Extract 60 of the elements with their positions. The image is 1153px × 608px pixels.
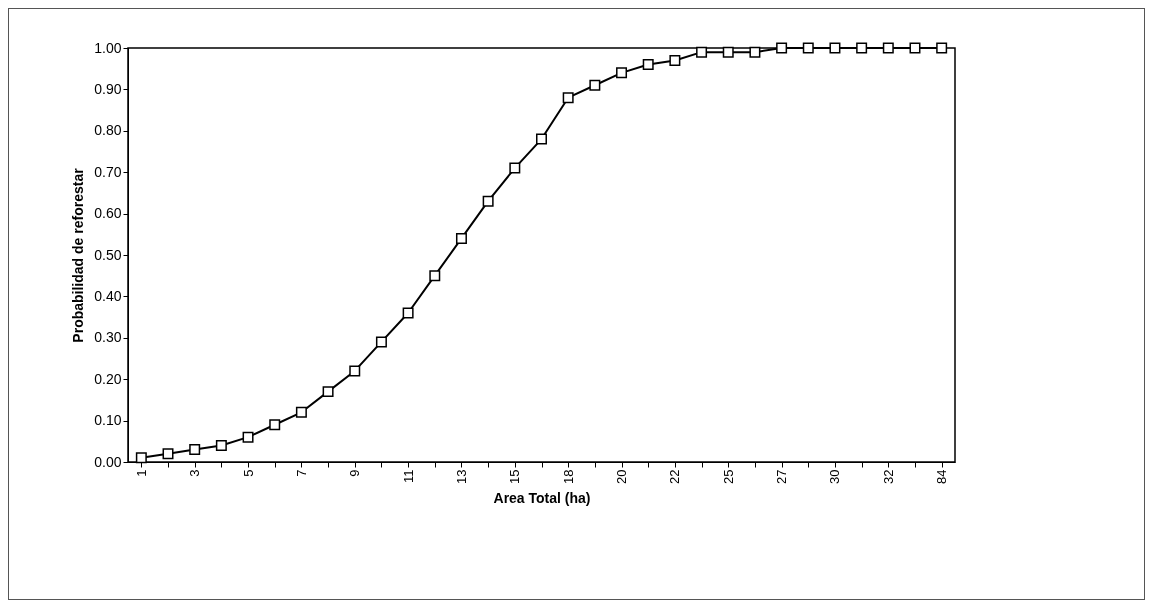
x-tick-label: 18 xyxy=(560,469,576,484)
point xyxy=(295,406,307,418)
point xyxy=(375,336,387,348)
x-tick-label: 30 xyxy=(827,469,843,484)
y-tick-label: 0.50 xyxy=(94,246,122,263)
y-axis-title: Probabilidad de reforestar xyxy=(70,167,87,343)
point xyxy=(642,59,654,71)
point xyxy=(162,448,174,460)
point xyxy=(882,42,894,54)
point xyxy=(536,133,547,145)
point xyxy=(749,46,761,58)
point xyxy=(242,431,254,443)
x-tick-label: 7 xyxy=(293,469,309,477)
point xyxy=(669,54,681,66)
y-tick-label: 0.00 xyxy=(94,453,122,470)
point xyxy=(696,46,708,58)
y-tick-label: 0.20 xyxy=(94,370,122,387)
point xyxy=(135,452,147,464)
point xyxy=(936,42,948,54)
point xyxy=(455,232,467,244)
point xyxy=(589,79,601,91)
point xyxy=(722,46,734,58)
x-tick-label: 9 xyxy=(347,469,363,477)
point xyxy=(215,439,227,451)
x-tick-label: 25 xyxy=(720,469,736,484)
x-tick-label: 84 xyxy=(934,469,950,484)
x-tick-label: 11 xyxy=(400,469,416,483)
point xyxy=(322,386,334,398)
point xyxy=(429,270,441,282)
point xyxy=(562,92,574,104)
x-tick-label: 15 xyxy=(507,469,523,484)
x-tick-label: 5 xyxy=(240,469,256,477)
y-tick-label: 0.60 xyxy=(94,205,122,222)
point xyxy=(189,444,201,456)
y-tick-label: 0.40 xyxy=(94,287,122,304)
y-tick-label: 0.80 xyxy=(94,122,122,139)
x-tick-label: 32 xyxy=(880,469,896,484)
point xyxy=(402,307,414,319)
x-tick-label: 1 xyxy=(133,469,149,477)
point xyxy=(616,67,628,79)
point xyxy=(829,42,841,54)
y-tick-label: 1.00 xyxy=(94,39,122,56)
y-tick-label: 0.70 xyxy=(94,163,122,180)
point xyxy=(269,419,281,431)
point xyxy=(909,42,921,54)
point xyxy=(509,162,521,174)
point xyxy=(349,365,361,377)
x-tick-label: 13 xyxy=(453,469,469,484)
point xyxy=(856,42,868,54)
x-axis-title: Area Total (ha) xyxy=(493,489,591,506)
point xyxy=(802,42,814,54)
x-tick-label: 20 xyxy=(614,469,630,484)
x-tick-label: 27 xyxy=(774,469,790,484)
y-tick-label: 0.90 xyxy=(94,80,122,97)
point xyxy=(482,195,494,207)
x-tick-label: 3 xyxy=(187,469,203,477)
point xyxy=(776,42,788,54)
y-tick-label: 0.10 xyxy=(94,412,122,429)
y-tick-label: 0.30 xyxy=(94,329,122,346)
x-tick-label: 22 xyxy=(667,469,683,484)
